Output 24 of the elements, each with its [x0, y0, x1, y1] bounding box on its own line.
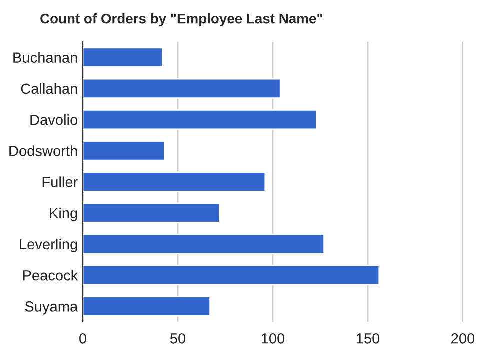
bar	[83, 109, 318, 130]
bar	[83, 78, 282, 100]
x-tick-label: 100	[262, 333, 285, 344]
y-tick-label: Suyama	[25, 302, 78, 315]
x-tick-label: 50	[170, 333, 186, 344]
y-tick-label: Leverling	[20, 238, 78, 253]
x-tick-label: 150	[356, 333, 380, 344]
x-tick-label: 0	[80, 333, 86, 344]
bar	[83, 264, 380, 286]
y-tick-label: King	[50, 208, 78, 222]
bar	[83, 234, 325, 255]
y-tick-label: Callahan	[21, 83, 78, 94]
y-tick-label: Davolio	[30, 114, 78, 126]
bar	[83, 47, 164, 68]
bar	[83, 202, 220, 224]
x-tick-label: 200	[452, 333, 475, 344]
y-tick-label: Fuller	[42, 176, 78, 188]
y-tick-label: Peacock	[23, 270, 78, 281]
bar	[83, 296, 211, 317]
chart-title: Count of Orders by "Employee Last Name"	[40, 14, 322, 26]
bar	[83, 140, 166, 162]
bar	[83, 172, 266, 192]
y-tick-label: Buchanan	[14, 52, 78, 63]
y-tick-label: Dodsworth	[10, 146, 78, 156]
